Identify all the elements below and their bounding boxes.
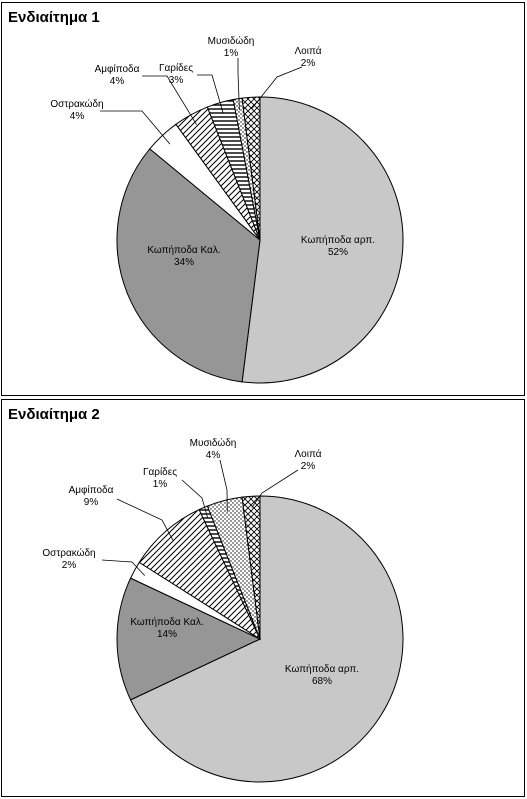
leader-line-2 (100, 110, 171, 145)
slice-label-4: Γαρίδες (143, 466, 177, 478)
leader-line-5 (219, 459, 228, 512)
leader-line-4 (181, 479, 209, 519)
slice-value-label-2: 2% (62, 560, 77, 571)
leader-line-6 (251, 469, 299, 508)
pie-slice-6 (241, 96, 261, 241)
slice-label-3: Αμφίποδα (69, 484, 114, 496)
chart-panel-1: Ενδιαίτημα 1 Κωπήποδα αρπ. 52% Κωπήποδα Κα… (1, 2, 525, 396)
slice-value-label-3: 4% (110, 76, 125, 87)
pie-slice-1 (116, 577, 262, 701)
slice-value-label-3: 9% (84, 497, 99, 508)
slice-value-label-1: 34% (174, 257, 194, 268)
slice-value-label-6: 2% (301, 461, 316, 472)
slice-label-2: Οστρακώδη (50, 98, 103, 110)
slice-value-label-6: 2% (301, 58, 316, 69)
slice-label-4: Γαρίδες (159, 62, 193, 74)
leader-line-3 (116, 498, 174, 541)
slice-label-6: Λοιπά (294, 448, 321, 460)
slice-label-0: Κωπήποδα αρπ. (285, 663, 359, 675)
slice-value-label-0: 52% (328, 247, 348, 258)
pie-chart-2: Κωπήποδα αρπ.68% Κωπήποδα Καλ.14% Οστρακώδ… (42, 437, 404, 783)
slice-value-label-4: 1% (153, 479, 168, 490)
chart-title-1: Ενδιαίτημα 1 (8, 9, 100, 26)
slice-label-3: Αμφίποδα (95, 63, 140, 75)
pie-slice-0 (241, 96, 404, 384)
slice-label-1: Κωπήποδα Καλ. (147, 244, 220, 256)
pie-slice-3 (138, 508, 262, 641)
slice-label-0: Κωπήποδα αρπ. (301, 234, 375, 246)
slice-value-label-5: 1% (224, 48, 239, 59)
slice-label-2: Οστρακώδη (42, 547, 95, 559)
leader-line-4 (197, 74, 224, 114)
leader-line-6 (251, 66, 303, 109)
chart-title-2: Ενδιαίτημα 2 (8, 406, 100, 423)
pie-chart-1: Κωπήποδα αρπ.52% Κωπήποδα Καλ.34% Οστρακώδ… (50, 35, 404, 384)
slice-value-label-2: 4% (70, 111, 85, 122)
slice-label-5: Μυσιδώδη (190, 437, 237, 449)
pie-slice-1 (116, 148, 261, 383)
slice-value-label-1: 14% (157, 629, 177, 640)
chart-panel-2: Ενδιαίτημα 2 Κωπήποδα αρπ. 68% Κωπήποδα Κα… (1, 399, 525, 797)
slice-value-label-0: 68% (312, 676, 332, 687)
slice-label-6: Λοιπά (294, 45, 321, 57)
slice-label-5: Μυσιδώδη (208, 35, 255, 47)
leader-line-3 (142, 75, 197, 125)
slice-value-label-5: 4% (206, 450, 221, 461)
leader-line-2 (101, 559, 146, 576)
slice-value-label-4: 3% (169, 75, 184, 86)
pie-slice-0 (129, 495, 404, 783)
slice-label-1: Κωπήποδα Καλ. (130, 616, 203, 628)
leader-line-5 (237, 58, 240, 111)
